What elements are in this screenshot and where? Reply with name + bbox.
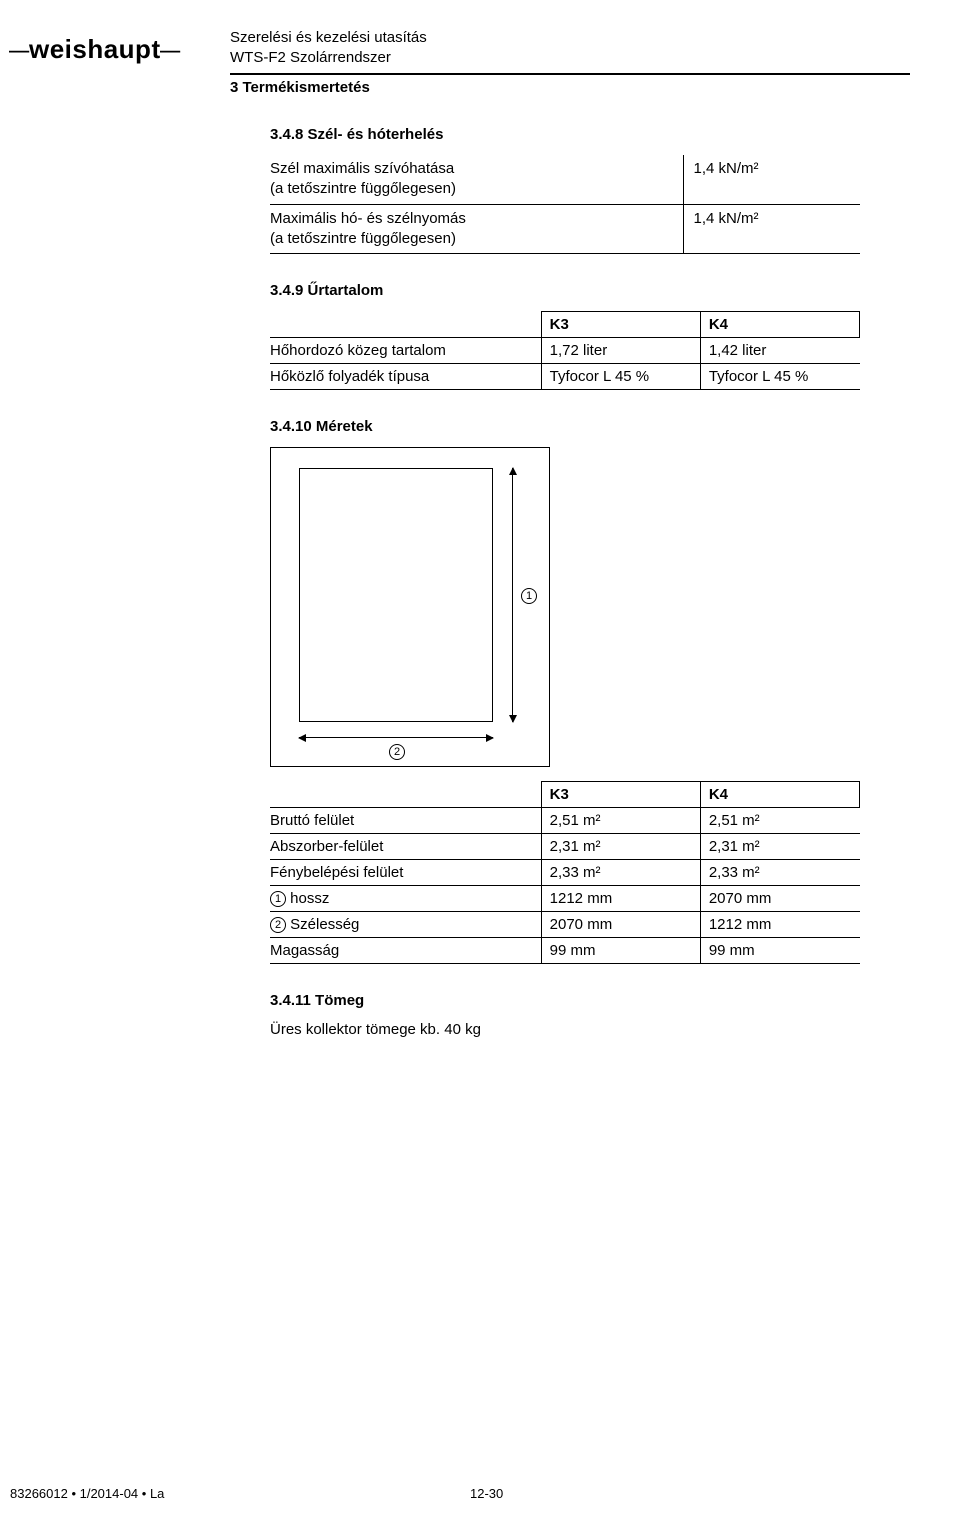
heading-3410: 3.4.10 Méretek [270, 418, 860, 435]
col-header: K3 [541, 312, 700, 338]
kv-label: Szél maximális szívóhatása (a tetőszintr… [270, 155, 683, 204]
table-row: Hőhordozó közeg tartalom 1,72 liter 1,42… [270, 338, 860, 364]
table-row: Fénybelépési felület 2,33 m² 2,33 m² [270, 860, 860, 886]
callout-1-icon: 1 [270, 891, 286, 907]
kv-label: Maximális hó- és szélnyomás (a tetőszint… [270, 204, 683, 254]
heading-348: 3.4.8 Szél- és hóterhelés [270, 126, 860, 143]
doc-title-line2: WTS-F2 Szolárrendszer [230, 48, 910, 68]
table-row: Abszorber-felület 2,31 m² 2,31 m² [270, 834, 860, 860]
footer-docid: 83266012 • 1/2014-04 • La [10, 1486, 164, 1501]
table-row: Hőközlő folyadék típusa Tyfocor L 45 % T… [270, 364, 860, 390]
table-row: Magasság 99 mm 99 mm [270, 938, 860, 964]
kv-value: 1,4 kN/m² [683, 204, 860, 254]
chapter-heading: 3 Termékismertetés [230, 79, 910, 96]
table-3410: K3 K4 Bruttó felület 2,51 m² 2,51 m² Abs… [270, 781, 860, 964]
table-row: 1 hossz 1212 mm 2070 mm [270, 886, 860, 912]
table-row: 2 Szélesség 2070 mm 1212 mm [270, 912, 860, 938]
mass-text: Üres kollektor tömege kb. 40 kg [270, 1021, 860, 1038]
table-348: Szél maximális szívóhatása (a tetőszintr… [270, 155, 860, 254]
table-row: Bruttó felület 2,51 m² 2,51 m² [270, 808, 860, 834]
brand-text: weishaupt [29, 34, 161, 64]
kv-value: 1,4 kN/m² [683, 155, 860, 204]
brand-logo: –weishaupt– [0, 20, 230, 65]
heading-3411: 3.4.11 Tömeg [270, 992, 860, 1009]
callout-2-icon: 2 [389, 744, 405, 760]
col-header: K4 [700, 312, 859, 338]
dimension-diagram: 1 2 [270, 447, 550, 767]
col-header: K3 [541, 782, 700, 808]
heading-349: 3.4.9 Űrtartalom [270, 282, 860, 299]
col-header: K4 [700, 782, 859, 808]
callout-1-icon: 1 [521, 588, 537, 604]
doc-title-line1: Szerelési és kezelési utasítás [230, 28, 910, 48]
footer-page: 12-30 [470, 1486, 503, 1501]
table-349: K3 K4 Hőhordozó közeg tartalom 1,72 lite… [270, 311, 860, 390]
callout-2-icon: 2 [270, 917, 286, 933]
